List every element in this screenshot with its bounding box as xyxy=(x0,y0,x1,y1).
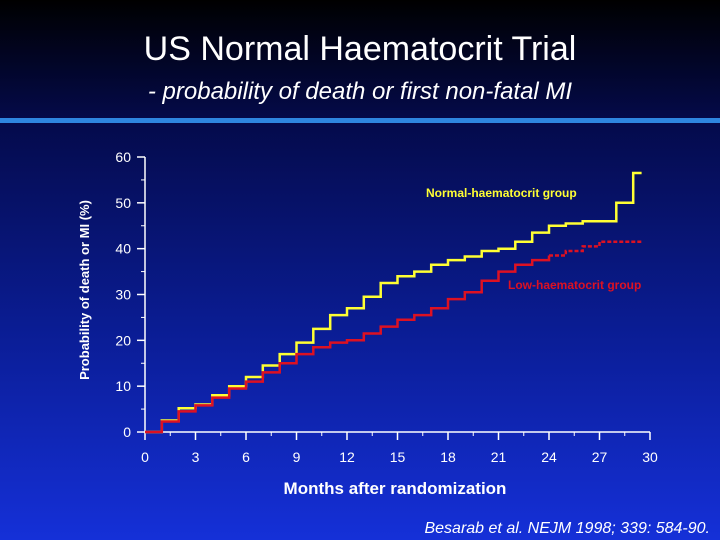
y-tick-label: 30 xyxy=(115,287,131,303)
x-tick-label: 30 xyxy=(642,449,658,465)
x-tick-label: 21 xyxy=(491,449,507,465)
x-axis-ticks: 0 3 6 9 12 15 18 21 24 27 30 xyxy=(141,432,658,465)
y-tick-label: 50 xyxy=(115,195,131,211)
series-line-1 xyxy=(145,255,551,434)
x-axis-label: Months after randomization xyxy=(284,479,507,498)
y-tick-label: 20 xyxy=(115,332,131,348)
y-axis-ticks: 0 10 20 30 40 50 60 xyxy=(115,149,145,440)
title-divider xyxy=(0,118,720,123)
x-tick-label: 3 xyxy=(192,449,200,465)
x-tick-label: 9 xyxy=(293,449,301,465)
y-tick-label: 10 xyxy=(115,378,131,394)
series-label-1: Low-haematocrit group xyxy=(508,278,641,292)
slide-subtitle: - probability of death or first non-fata… xyxy=(147,78,573,105)
series-label-0: Normal-haematocrit group xyxy=(426,186,577,200)
x-tick-label: 27 xyxy=(592,449,608,465)
x-tick-label: 12 xyxy=(339,449,355,465)
x-tick-label: 6 xyxy=(242,449,250,465)
x-tick-label: 15 xyxy=(390,449,406,465)
y-tick-label: 0 xyxy=(123,424,131,440)
citation: Besarab et al. NEJM 1998; 339: 584-90. xyxy=(424,520,710,537)
y-tick-label: 60 xyxy=(115,149,131,165)
series-line-1-dashed xyxy=(549,240,642,257)
series-line-0 xyxy=(145,171,642,434)
x-tick-label: 24 xyxy=(541,449,557,465)
x-tick-label: 18 xyxy=(440,449,456,465)
slide-title: US Normal Haematocrit Trial xyxy=(143,30,577,68)
y-tick-label: 40 xyxy=(115,241,131,257)
x-tick-label: 0 xyxy=(141,449,149,465)
y-axis-label: Probability of death or MI (%) xyxy=(77,200,92,380)
chart-annotations: Normal-haematocrit group Low-haematocrit … xyxy=(426,186,641,292)
chart-series xyxy=(145,171,642,434)
